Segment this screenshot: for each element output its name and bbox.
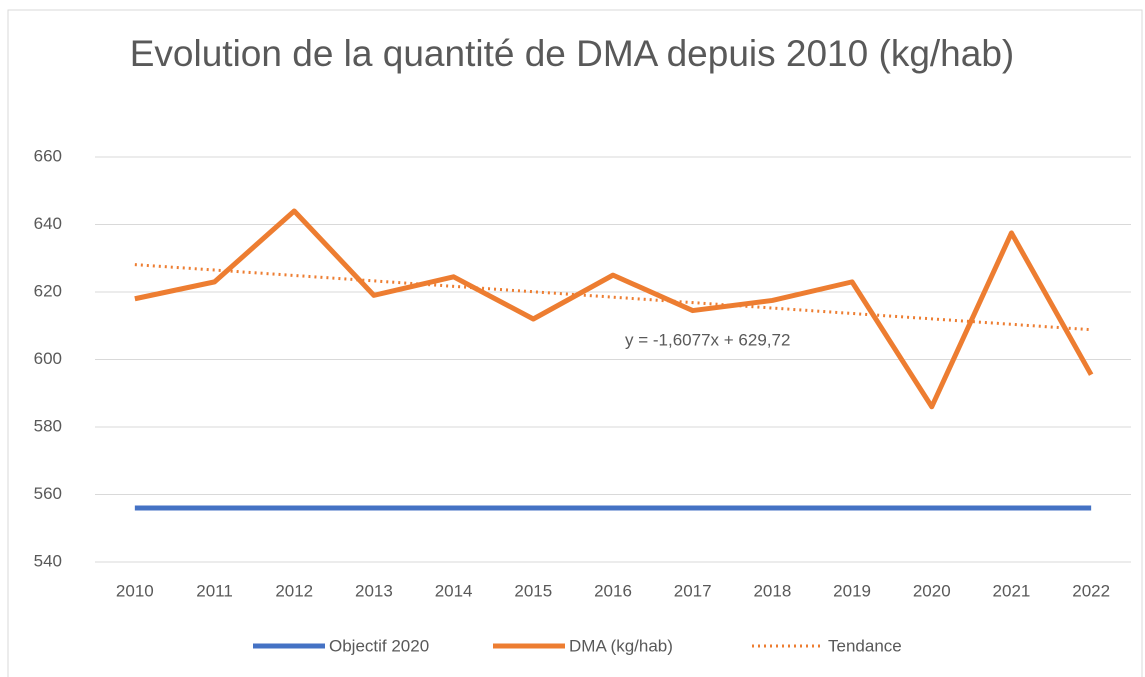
y-tick-label: 660 — [34, 146, 62, 165]
series-line — [134, 208, 1094, 410]
x-tick-label: 2019 — [833, 581, 871, 600]
x-tick-label: 2013 — [355, 581, 393, 600]
x-tick-label: 2010 — [116, 581, 154, 600]
legend-label: Tendance — [828, 636, 902, 655]
y-tick-label: 560 — [34, 484, 62, 503]
y-tick-label: 580 — [34, 416, 62, 435]
x-tick-label: 2017 — [674, 581, 712, 600]
x-tick-label: 2015 — [514, 581, 552, 600]
x-tick-label: 2022 — [1072, 581, 1110, 600]
chart-border — [7, 9, 1143, 677]
y-tick-label: 640 — [34, 214, 62, 233]
legend-label: Objectif 2020 — [329, 636, 429, 655]
x-tick-label: 2014 — [435, 581, 473, 600]
x-tick-label: 2016 — [594, 581, 632, 600]
x-tick-label: 2012 — [275, 581, 313, 600]
chart-title: Evolution de la quantité de DMA depuis 2… — [129, 33, 1015, 74]
trend-equation: y = -1,6077x + 629,72 — [625, 330, 790, 349]
legend-label: DMA (kg/hab) — [569, 636, 673, 655]
x-tick-label: 2021 — [993, 581, 1031, 600]
x-tick-label: 2018 — [753, 581, 791, 600]
y-tick-label: 620 — [34, 281, 62, 300]
x-tick-label: 2011 — [196, 581, 233, 600]
x-tick-label: 2020 — [913, 581, 951, 600]
y-tick-label: 540 — [34, 551, 62, 570]
series-line — [134, 263, 1092, 332]
y-tick-label: 600 — [34, 349, 62, 368]
